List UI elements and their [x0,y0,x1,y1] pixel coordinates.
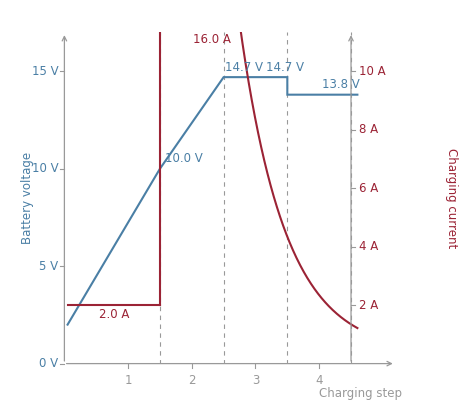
Text: Charging step: Charging step [319,387,401,400]
Text: 8 A: 8 A [358,123,377,136]
Text: 15 V: 15 V [32,65,58,78]
Text: 10 V: 10 V [32,162,58,175]
Text: Battery voltage: Battery voltage [22,152,34,244]
Text: 5 V: 5 V [39,260,58,273]
Text: 4 A: 4 A [358,240,377,253]
Text: 10.0 V: 10.0 V [165,152,202,165]
Text: Charging current: Charging current [444,148,458,248]
Text: 14.7 V: 14.7 V [224,61,263,74]
Text: 1: 1 [124,374,132,387]
Text: 2: 2 [188,374,195,387]
Text: 2 A: 2 A [358,299,377,311]
Text: 16.0 A: 16.0 A [193,33,230,46]
Text: 4: 4 [315,374,322,387]
Text: 13.8 V: 13.8 V [322,78,359,91]
Text: 3: 3 [251,374,258,387]
Text: 10 A: 10 A [358,65,385,78]
Text: 2.0 A: 2.0 A [99,308,129,321]
Text: 0 V: 0 V [39,357,58,370]
Text: 6 A: 6 A [358,182,377,195]
Text: 14.7 V: 14.7 V [266,61,304,74]
